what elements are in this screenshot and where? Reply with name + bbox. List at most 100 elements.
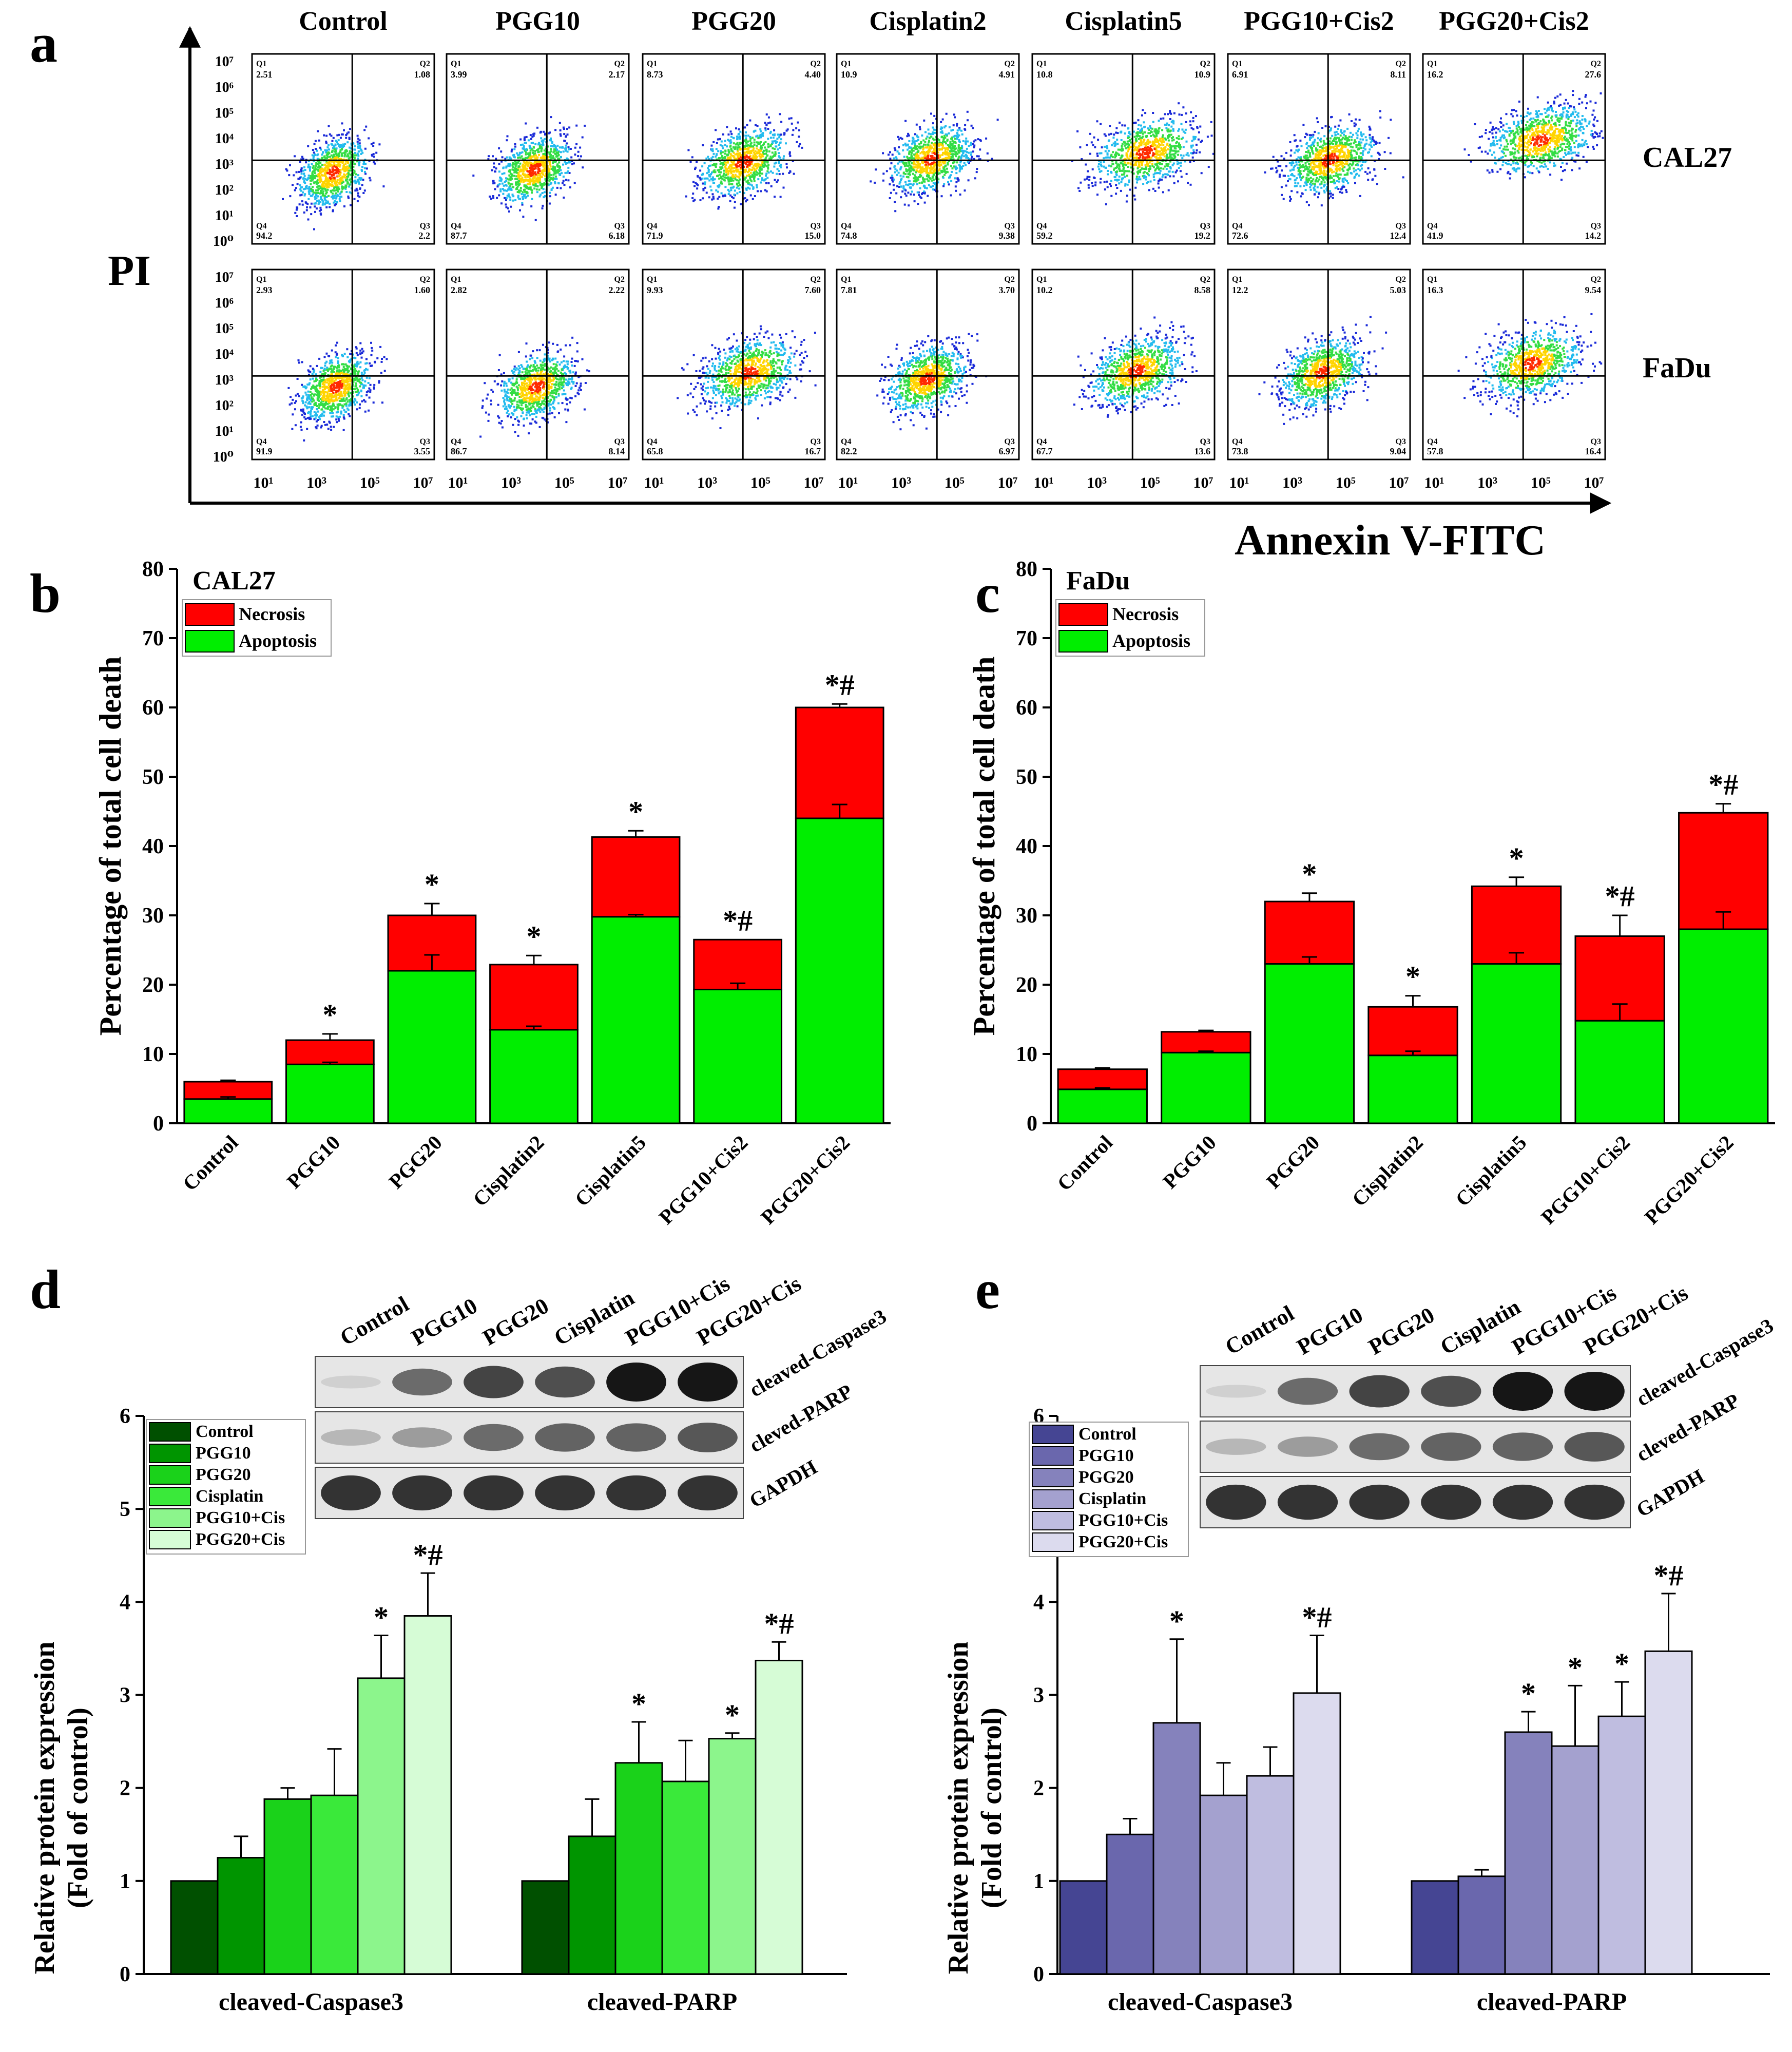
flow-event-dot [1306,166,1308,168]
flow-event-dot [551,186,554,189]
flow-event-dot [1156,158,1159,161]
flow-event-dot [882,179,884,182]
flow-event-dot [760,141,762,143]
flow-event-dot [957,158,959,161]
flow-event-dot [909,187,912,189]
flow-event-dot [1146,140,1149,143]
flow-event-dot [1310,137,1313,139]
flow-event-dot [761,177,763,180]
flow-event-dot [584,124,586,127]
flow-event-dot [304,169,306,171]
flow-event-dot [514,167,516,169]
flow-event-dot [1110,180,1112,182]
flow-event-dot [523,174,525,177]
flow-event-dot [1280,186,1283,188]
flow-event-dot [1360,141,1363,144]
flow-event-dot [1116,187,1119,189]
flow-plot-frame [836,53,1020,245]
flow-event-dot [1090,141,1093,144]
flow-q2-value: 1.08 [414,69,431,80]
flow-event-dot [942,152,945,155]
flow-event-dot [940,121,942,123]
flow-event-dot [923,164,926,166]
flow-event-dot [316,158,319,160]
flow-event-dot [933,157,936,159]
flow-event-dot [335,147,338,150]
flow-event-dot [933,139,935,141]
flow-event-dot [353,171,355,174]
flow-event-dot [512,186,514,188]
flow-event-dot [935,136,937,138]
flow-event-dot [334,204,336,206]
flow-event-dot [1171,153,1173,156]
flow-event-dot [542,173,545,176]
flow-event-dot [753,151,756,154]
flow-event-dot [764,141,767,143]
flow-event-dot [1150,130,1152,133]
flow-event-dot [1177,150,1180,152]
flow-event-dot [1144,125,1146,128]
flow-event-dot [529,146,531,149]
flow-event-dot [957,147,960,149]
flow-event-dot [305,209,308,212]
flow-event-dot [335,164,337,167]
flow-event-dot [322,193,324,196]
flow-event-dot [749,179,752,181]
flow-event-dot [750,184,753,187]
flow-event-dot [1100,178,1102,180]
flow-event-dot [723,172,725,175]
flow-event-dot [913,194,915,196]
flow-event-dot [1176,160,1179,163]
flow-event-dot [542,164,544,167]
flow-event-dot [921,134,923,137]
flow-event-dot [704,186,706,189]
flow-event-dot [1312,136,1314,138]
flow-event-dot [532,168,535,170]
flow-event-dot [773,165,776,168]
flow-y-tick: 10⁷ [215,270,234,285]
flow-event-dot [545,172,547,175]
flow-event-dot [1136,150,1139,152]
flow-event-dot [916,148,919,150]
flow-event-dot [1119,170,1121,172]
flow-event-dot [1162,174,1165,176]
flow-event-dot [965,142,967,144]
flow-event-dot [750,162,753,165]
flow-event-dot [744,197,746,200]
flow-event-dot [321,187,323,189]
flow-event-dot [282,198,284,200]
flow-event-dot [765,152,767,155]
flow-event-dot [554,178,556,180]
flow-event-dot [896,150,899,153]
flow-event-dot [531,168,533,171]
flow-event-dot [954,153,956,156]
flow-event-dot [356,135,359,137]
flow-event-dot [714,178,716,181]
panel-label-a: a [30,13,57,74]
flow-event-dot [1149,145,1152,147]
flow-event-dot [327,153,330,156]
flow-event-dot [1161,149,1163,151]
flow-event-dot [727,148,730,151]
flow-event-dot [1142,151,1144,154]
flow-event-dot [1094,146,1096,148]
flow-event-dot [541,169,544,172]
flow-event-dot [734,174,737,176]
flow-event-dot [347,155,350,157]
flow-event-dot [1169,118,1171,120]
flow-event-dot [974,139,977,142]
flow-event-dot [1358,155,1360,158]
flow-event-dot [1167,189,1170,191]
flow-event-dot [335,172,338,175]
flow-event-dot [325,140,327,143]
flow-event-dot [739,138,741,140]
flow-event-dot [943,162,946,164]
flow-event-dot [796,141,798,143]
flow-event-dot [329,164,332,166]
flow-event-dot [939,143,942,145]
flow-event-dot [544,169,546,171]
flow-event-dot [1165,138,1167,141]
flow-event-dot [1287,175,1289,177]
flow-event-dot [948,155,950,158]
flow-event-dot [753,130,756,132]
